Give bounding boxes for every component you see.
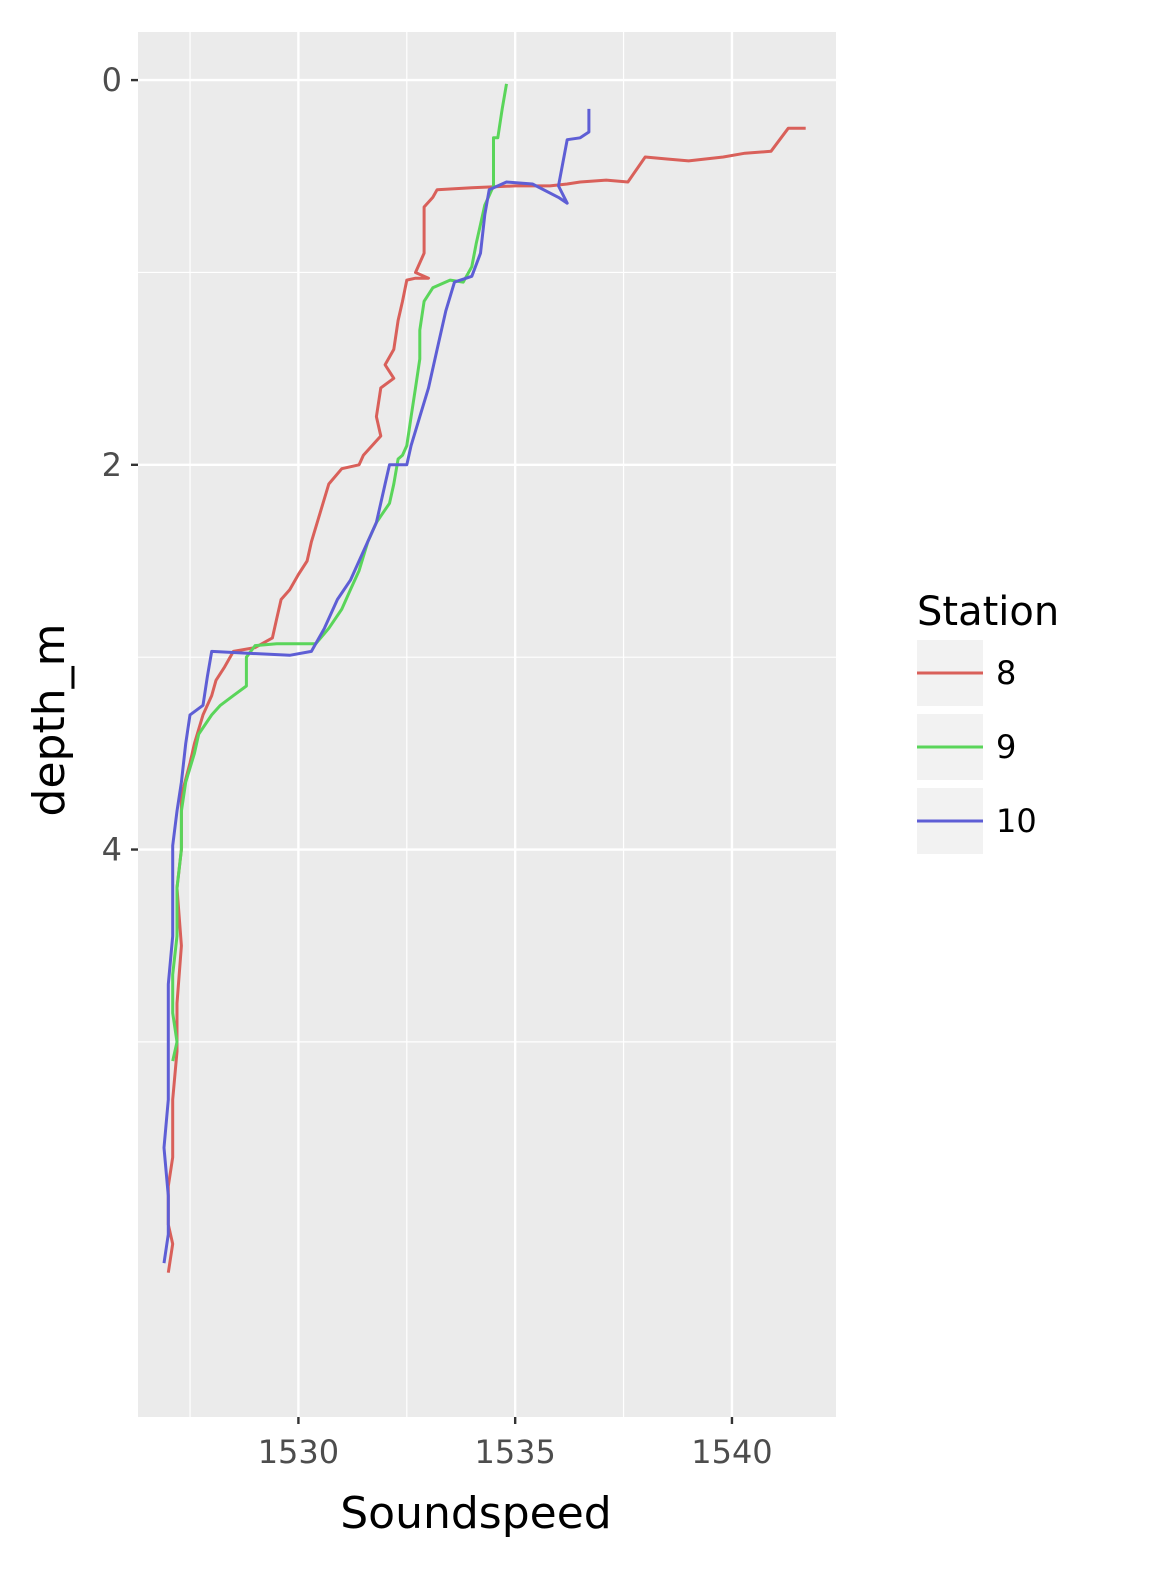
legend: Station 8 9 10 (917, 589, 1059, 854)
x-tick-label: 1530 (258, 1433, 339, 1471)
legend-label: 9 (996, 728, 1016, 766)
minor-gridlines (138, 32, 836, 1417)
series-layer (162, 83, 806, 1273)
legend-label: 8 (996, 654, 1016, 692)
x-tick-label: 1540 (691, 1433, 772, 1471)
y-tick-label: 0 (102, 61, 122, 99)
y-tick-label: 2 (102, 446, 122, 484)
major-gridlines (138, 32, 836, 1417)
plot-panel (138, 32, 836, 1417)
y-axis-title: depth_m (24, 624, 75, 817)
legend-label: 10 (996, 802, 1037, 840)
y-axis: 0 2 4 (102, 61, 138, 869)
x-axis: 1530 1535 1540 (258, 1417, 773, 1471)
x-tick-label: 1535 (474, 1433, 555, 1471)
series-line-10 (162, 108, 591, 1264)
y-tick-label: 4 (102, 831, 122, 869)
legend-title: Station (917, 589, 1059, 635)
x-axis-title: Soundspeed (340, 1488, 611, 1539)
